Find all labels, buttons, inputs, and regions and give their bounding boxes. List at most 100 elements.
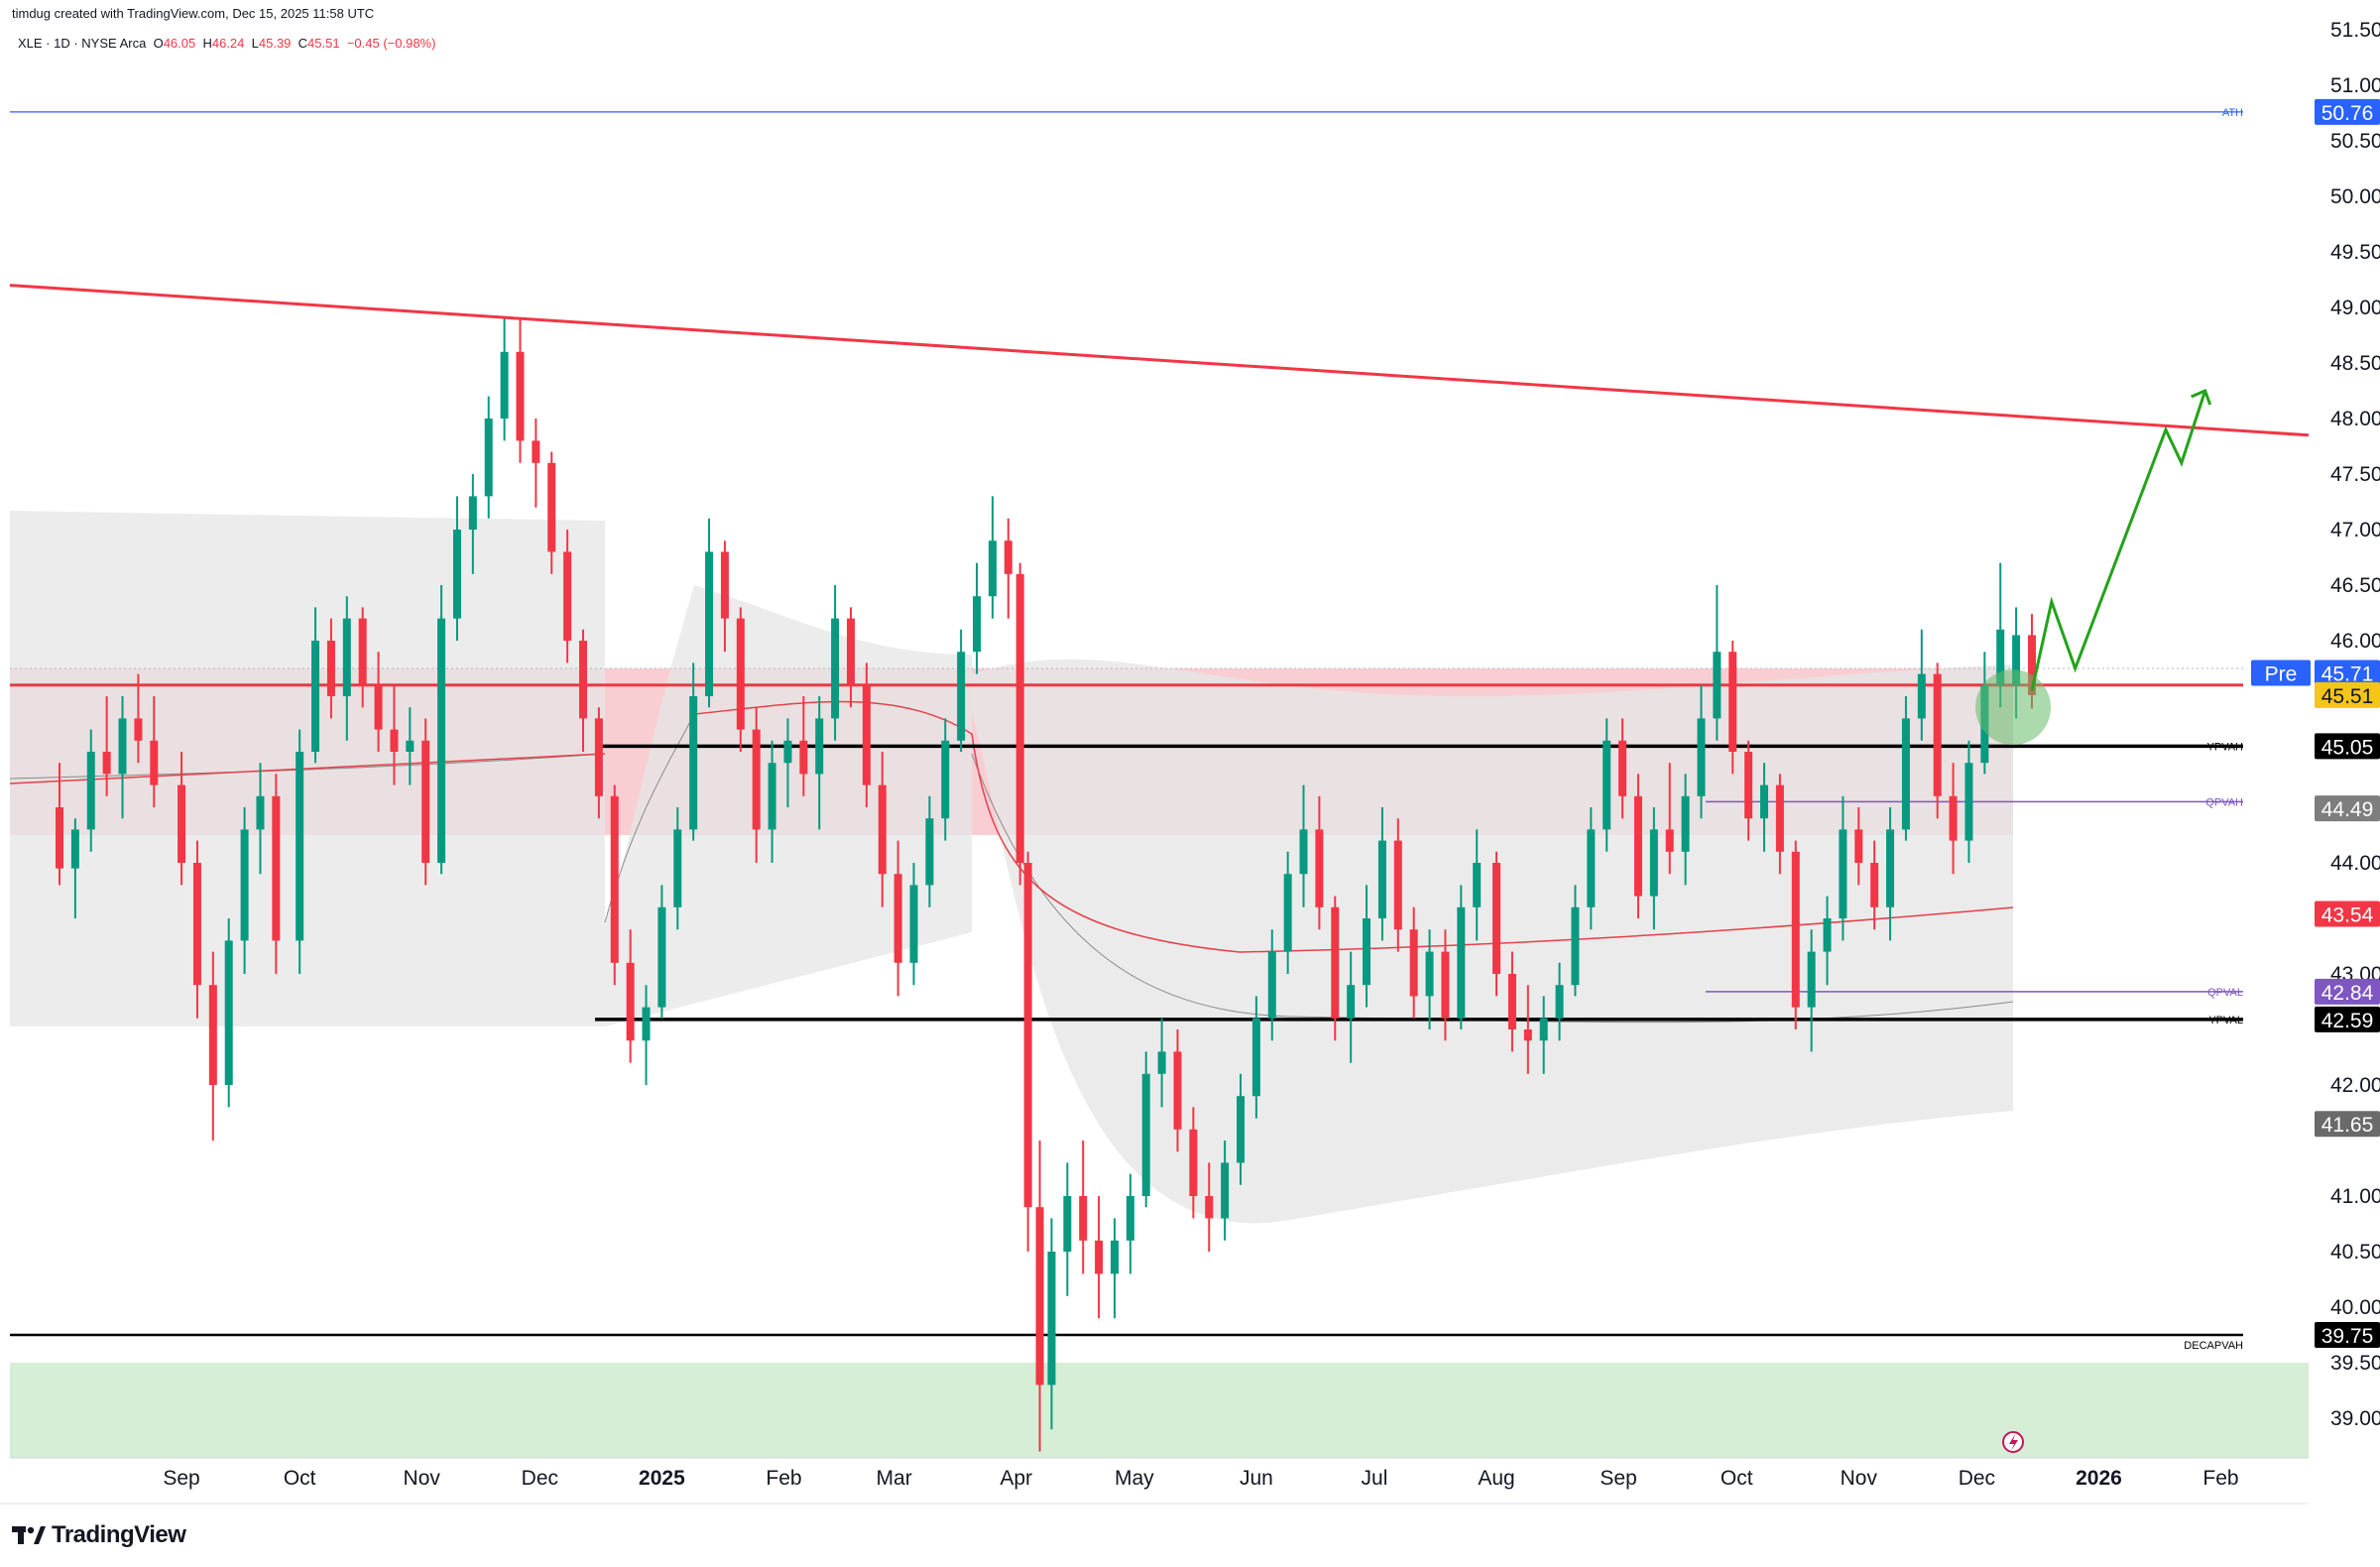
candle-body (1251, 1018, 1260, 1097)
candle-body (1539, 1018, 1548, 1041)
price-scale[interactable] (2309, 0, 2380, 1458)
x-tick-label: Sep (1600, 1467, 1636, 1490)
chart-credit: timdug created with TradingView.com, Dec… (12, 6, 375, 21)
candle-body (1126, 1196, 1134, 1241)
x-tick-label: Oct (1721, 1467, 1753, 1490)
projection-path (2030, 390, 2207, 691)
candle-body (673, 829, 682, 907)
candle-body (1603, 740, 1611, 830)
candle (516, 318, 525, 463)
price-label-box (2315, 733, 2380, 760)
candle (192, 840, 201, 1019)
candle (1587, 807, 1596, 930)
candle-body (484, 419, 493, 497)
x-tick-label: Apr (1000, 1467, 1032, 1490)
candle-body (296, 752, 304, 941)
candle (86, 729, 95, 852)
price-label: 42.84 (2315, 978, 2380, 1005)
price-label-text: 50.76 (2321, 102, 2374, 125)
candle-body (642, 1007, 651, 1041)
candle-body (941, 740, 950, 819)
candle (1393, 818, 1402, 952)
candle (1492, 851, 1501, 997)
candle (1237, 1073, 1245, 1185)
y-tick-label: 42.00 (2330, 1074, 2380, 1097)
candle-body (705, 551, 714, 696)
candle-body (374, 684, 383, 730)
candle (1079, 1141, 1088, 1274)
candle (1523, 985, 1532, 1074)
candle-body (1901, 718, 1910, 830)
candle-body (957, 652, 966, 741)
y-tick-label: 47.50 (2330, 463, 2380, 486)
candle (390, 684, 399, 785)
candle-body (1854, 829, 1863, 863)
candle (1555, 962, 1564, 1041)
candle (500, 318, 509, 441)
candle (56, 763, 63, 886)
band-segment-ytd (972, 659, 2013, 1224)
candle-body (909, 885, 918, 963)
candle (224, 918, 233, 1108)
y-tick-label: 44.00 (2330, 852, 2380, 875)
price-label-text: 41.65 (2321, 1114, 2374, 1137)
candle-body (1760, 784, 1769, 819)
price-label-box (2315, 978, 2380, 1005)
candle (925, 795, 934, 907)
tradingview-logo-icon (12, 1526, 46, 1544)
candle (374, 652, 383, 752)
candle (1839, 795, 1847, 941)
candle (1441, 929, 1450, 1041)
ohlc-legend: XLE · 1D · NYSE Arca O46.05 H46.24 L45.3… (18, 36, 435, 51)
price-label-box (2315, 681, 2380, 708)
candle-body (134, 718, 143, 741)
candle-body (1523, 1029, 1532, 1041)
high-value: 46.24 (211, 36, 245, 51)
candle (1933, 663, 1942, 819)
candle-body (1713, 652, 1722, 719)
candle-body (1205, 1196, 1214, 1219)
candle (610, 784, 619, 986)
price-label-box (2315, 795, 2380, 822)
candle-body (1807, 951, 1816, 1008)
price-label: 42.59 (2315, 1006, 2380, 1032)
low-value: 45.39 (258, 36, 292, 51)
close-label: C (298, 36, 308, 51)
level-label-ypval: YPVAL (2208, 1015, 2243, 1026)
y-tick-label: 48.00 (2330, 408, 2380, 430)
candle-body (768, 763, 776, 830)
candle-body (1267, 951, 1276, 1019)
candle (1964, 740, 1973, 863)
candle (941, 718, 950, 841)
candle (626, 929, 635, 1063)
candle-body (1823, 918, 1832, 952)
candle-body (1331, 906, 1340, 1019)
candle-body (1095, 1240, 1104, 1274)
candle-body (689, 696, 698, 830)
candle (1157, 1018, 1166, 1108)
candle (1299, 784, 1308, 907)
candle (452, 496, 461, 641)
flash-icon[interactable] (2002, 1431, 2024, 1453)
candle-body (1728, 652, 1737, 752)
candle (1697, 684, 1706, 819)
candle-body (1347, 985, 1356, 1019)
x-tick-label: Nov (1841, 1467, 1878, 1490)
candle-body (1587, 829, 1596, 907)
candle-body (1457, 906, 1466, 1019)
candle (1126, 1173, 1134, 1274)
candle (1363, 885, 1371, 1008)
open-label: O (153, 36, 164, 51)
candle-body (973, 596, 982, 653)
candle-body (925, 818, 934, 886)
candle-body (752, 729, 761, 830)
tradingview-logo[interactable]: TradingView (12, 1521, 186, 1549)
candle (178, 752, 186, 886)
candle-body (1015, 573, 1024, 863)
price-label-tag: Pre (2265, 663, 2298, 685)
candle-body (736, 618, 745, 730)
price-label: 45.71 Pre (2251, 660, 2380, 686)
symbol-label: XLE · 1D · NYSE Arca (18, 36, 147, 51)
candle-body (342, 618, 351, 696)
